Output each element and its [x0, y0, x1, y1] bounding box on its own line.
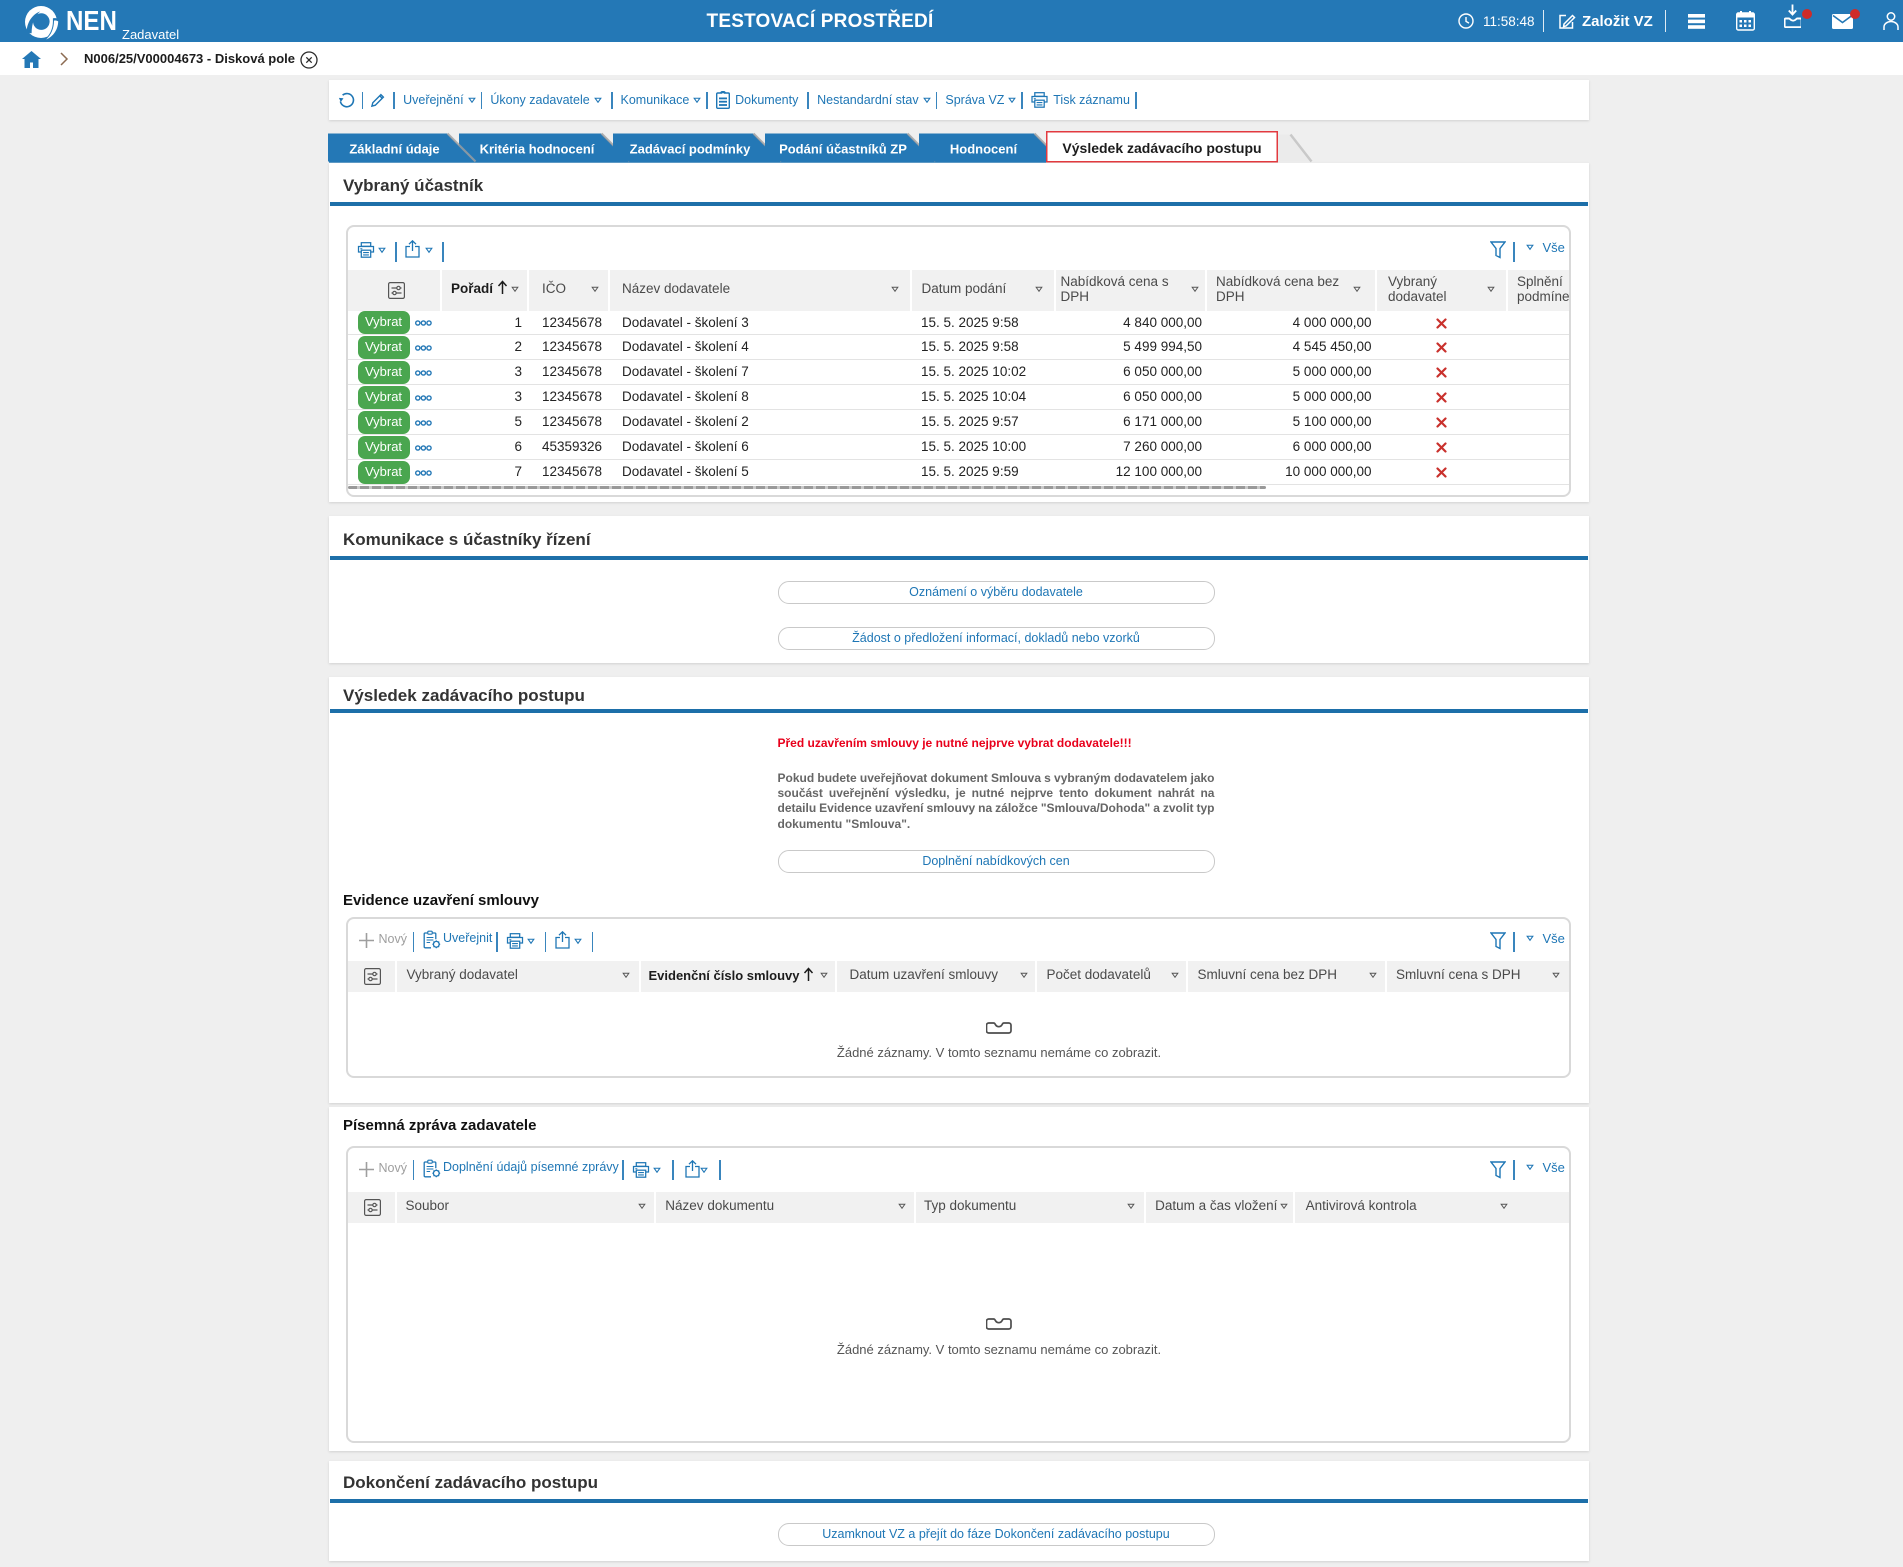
svg-text:Podání účastníků ZP: Podání účastníků ZP — [779, 142, 907, 157]
svg-text:Výsledek zadávacího postupu: Výsledek zadávacího postupu — [1062, 140, 1261, 156]
svg-text:Základní údaje: Základní údaje — [349, 142, 439, 157]
svg-text:Hodnocení: Hodnocení — [950, 142, 1018, 157]
svg-text:Kritéria hodnocení: Kritéria hodnocení — [480, 142, 595, 157]
svg-text:Zadávací podmínky: Zadávací podmínky — [630, 142, 751, 157]
